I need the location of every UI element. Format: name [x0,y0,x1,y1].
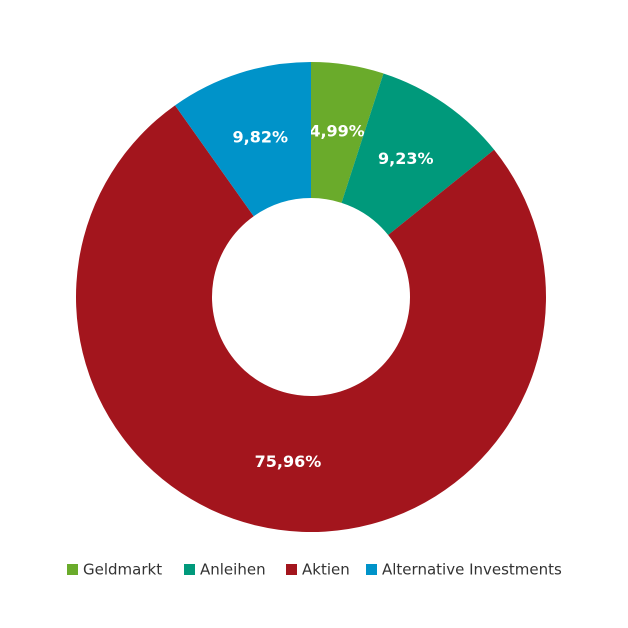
value-label: 9,23% [378,149,434,168]
legend-swatch [286,564,297,575]
donut-slice [75,105,547,533]
value-label: 9,82% [233,127,289,146]
donut-slice [311,62,384,203]
legend-label: Alternative Investments [382,561,562,579]
legend-swatch [67,564,78,575]
legend-label: Anleihen [200,561,266,579]
donut-slice [175,62,311,217]
legend-swatch [366,564,377,575]
value-label: 75,96% [255,452,322,471]
donut-slice [341,73,495,235]
value-label: 4,99% [309,122,365,141]
legend-label: Geldmarkt [83,561,162,579]
legend-swatch [184,564,195,575]
legend-label: Aktien [302,561,350,579]
